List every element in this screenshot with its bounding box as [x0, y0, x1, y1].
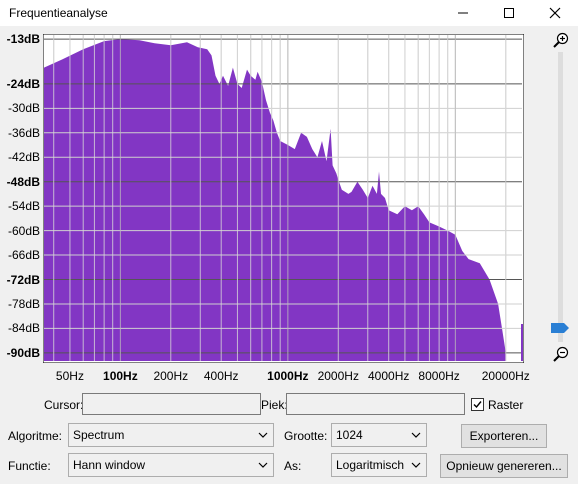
axis-select[interactable]: Logaritmisch — [331, 453, 427, 477]
minimize-button[interactable] — [440, 0, 486, 26]
algorithm-value: Spectrum — [73, 428, 125, 442]
axis-label: As: — [284, 459, 302, 473]
peak-label: Piek: — [261, 398, 288, 412]
x-tick-label: 20000Hz — [481, 369, 530, 383]
function-select[interactable]: Hann window — [68, 453, 274, 477]
y-tick-label: -42dB — [7, 150, 40, 165]
checkmark-icon — [473, 401, 482, 409]
grid-label: Raster — [488, 398, 524, 412]
spectrum-plot[interactable] — [43, 34, 524, 363]
y-tick-label: -30dB — [7, 101, 40, 116]
chevron-down-icon — [411, 432, 421, 438]
algorithm-label: Algoritme: — [8, 429, 63, 443]
zoom-slider-track[interactable] — [558, 52, 563, 342]
maximize-button[interactable] — [486, 0, 532, 26]
y-tick-label: -66dB — [7, 248, 40, 263]
x-tick-label: 1000Hz — [267, 369, 309, 383]
size-label: Grootte: — [284, 429, 328, 443]
y-tick-label: -60dB — [7, 223, 40, 238]
x-tick-label: 2000Hz — [317, 369, 359, 383]
minimize-icon — [458, 12, 468, 14]
cursor-label: Cursor: — [44, 398, 84, 412]
y-tick-label: -24dB — [6, 76, 40, 91]
y-tick-label: -84dB — [7, 321, 40, 336]
close-button[interactable] — [532, 0, 578, 26]
y-tick-label: -13dB — [6, 32, 40, 47]
spectrum-area — [44, 39, 506, 361]
zoom-slider-thumb[interactable] — [550, 322, 570, 334]
y-tick-label: -90dB — [6, 345, 40, 360]
y-tick-label: -48dB — [6, 174, 40, 189]
close-icon — [549, 7, 561, 19]
chevron-down-icon — [258, 462, 268, 468]
horizontal-grid — [44, 35, 522, 361]
regenerate-button[interactable]: Opnieuw genereren... — [440, 454, 568, 478]
y-tick-label: -54dB — [7, 199, 40, 214]
y-tick-label: -78dB — [7, 296, 40, 311]
x-tick-label: 100Hz — [103, 369, 138, 383]
x-tick-label: 50Hz — [55, 369, 84, 383]
x-tick-label: 400Hz — [203, 369, 239, 383]
function-label: Functie: — [8, 459, 51, 473]
maximize-icon — [504, 8, 514, 18]
grid-checkbox[interactable] — [471, 398, 484, 411]
title-bar[interactable]: Frequentieanalyse — [0, 0, 578, 26]
algorithm-select[interactable]: Spectrum — [68, 423, 274, 447]
x-tick-label: 8000Hz — [418, 369, 460, 383]
size-select[interactable]: 1024 — [331, 423, 427, 447]
function-value: Hann window — [73, 458, 146, 472]
peak-field[interactable] — [286, 393, 465, 415]
right-edge-marker — [521, 324, 523, 361]
zoom-out-icon[interactable] — [553, 346, 569, 362]
y-tick-label: -36dB — [7, 125, 40, 140]
window-title: Frequentieanalyse — [9, 6, 108, 20]
axis-value: Logaritmisch — [336, 458, 405, 472]
x-tick-label: 200Hz — [153, 369, 189, 383]
chevron-down-icon — [258, 432, 268, 438]
cursor-field[interactable] — [82, 393, 261, 415]
chevron-down-icon — [411, 462, 421, 468]
export-button[interactable]: Exporteren... — [461, 424, 547, 448]
y-tick-label: -72dB — [6, 272, 40, 287]
size-value: 1024 — [336, 428, 363, 442]
zoom-in-icon[interactable] — [553, 32, 569, 48]
x-tick-label: 4000Hz — [368, 369, 410, 383]
